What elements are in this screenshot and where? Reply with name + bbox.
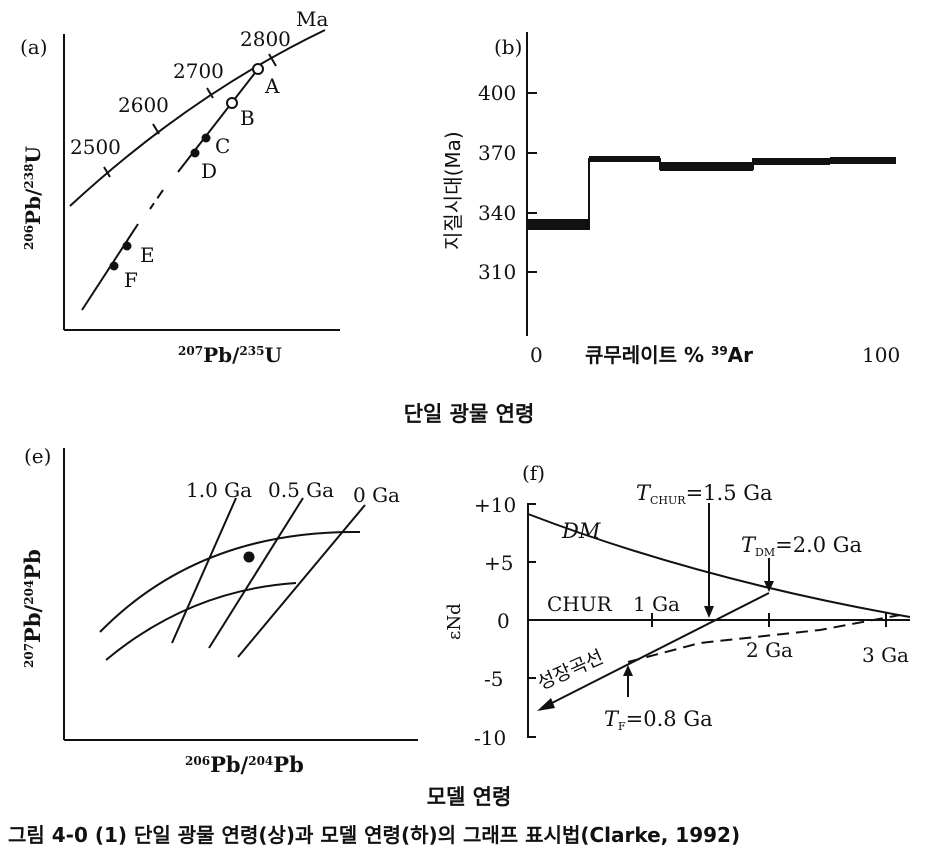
point-b-label: B bbox=[240, 106, 255, 130]
tick-label-2600: 2600 bbox=[118, 93, 169, 117]
isochron-label-0-5: 0.5 Ga bbox=[268, 478, 334, 502]
concordia-ma-label: Ma bbox=[296, 7, 328, 31]
x-tick-label-1ga: 1 Ga bbox=[633, 592, 680, 616]
point-d bbox=[190, 148, 200, 158]
tick-2700 bbox=[206, 87, 214, 99]
panel-b-x-axis-title: 큐무레이트 % 39Ar bbox=[585, 343, 753, 367]
point-a-label: A bbox=[264, 74, 280, 98]
point-f-label: F bbox=[124, 268, 138, 292]
panel-b-x-start: 0 bbox=[530, 343, 543, 367]
panel-b-ytick-label-400: 400 bbox=[478, 81, 516, 105]
discordia-dashed bbox=[149, 189, 164, 210]
panel-e: (e) 1.0 Ga 0.5 Ga 0 Ga 207Pb/204Pb 206Pb… bbox=[20, 444, 418, 777]
growth-curve-lower bbox=[105, 582, 297, 661]
section-top-title: 단일 광물 연령 bbox=[404, 402, 535, 426]
isochron-0-ga bbox=[237, 504, 366, 658]
chur-label: CHUR bbox=[547, 592, 613, 616]
point-e bbox=[122, 241, 132, 251]
panel-e-x-axis-label: 206Pb/204Pb bbox=[185, 752, 304, 777]
point-d-label: D bbox=[201, 159, 217, 183]
panel-e-label: (e) bbox=[24, 444, 51, 468]
point-f bbox=[109, 261, 119, 271]
point-b bbox=[226, 97, 238, 109]
growth-line bbox=[547, 592, 770, 706]
concordia-curve bbox=[69, 29, 326, 207]
point-a bbox=[252, 63, 264, 75]
x-tick-label-3ga: 3 Ga bbox=[862, 643, 909, 667]
panel-b-y-axis-title: 지질시대(Ma) bbox=[441, 131, 465, 250]
tick-2600 bbox=[152, 123, 160, 135]
t-f-arrowhead bbox=[623, 665, 633, 676]
figure-caption: 그림 4-0 (1) 단일 광물 연령(상)과 모델 연령(하)의 그래프 표시… bbox=[8, 823, 740, 847]
panel-f-ytick-label-p5: +5 bbox=[484, 551, 513, 575]
panel-f-label: (f) bbox=[522, 461, 545, 485]
panel-f-ytick-label-0: 0 bbox=[497, 609, 510, 633]
tick-label-2500: 2500 bbox=[70, 135, 121, 159]
spectrum-step-2 bbox=[589, 156, 660, 162]
t-chur-label: TCHUR=1.5 Ga bbox=[636, 481, 773, 507]
panel-f-ytick-label-m10: -10 bbox=[474, 726, 506, 750]
growth-line-arrowhead bbox=[537, 698, 555, 711]
t-chur-arrowhead bbox=[704, 606, 714, 618]
spectrum-step-5 bbox=[830, 157, 896, 164]
tick-label-2700: 2700 bbox=[173, 59, 224, 83]
point-c-label: C bbox=[215, 134, 230, 158]
isochron-label-1-0: 1.0 Ga bbox=[186, 478, 252, 502]
panel-f-y-axis-label: εNd bbox=[444, 603, 465, 640]
panel-a: (a) 2500 2600 2700 2800 Ma A B C D E F bbox=[20, 7, 340, 367]
tick-2500 bbox=[103, 166, 111, 178]
spectrum-step-3 bbox=[660, 162, 753, 171]
point-e-label: E bbox=[140, 243, 155, 267]
panel-b-x-end: 100 bbox=[862, 343, 900, 367]
point-c bbox=[201, 133, 211, 143]
t-f-label: TF=0.8 Ga bbox=[604, 707, 713, 733]
panel-b-label: (b) bbox=[494, 35, 522, 59]
growth-curve-upper bbox=[99, 530, 361, 633]
spectrum-step-4 bbox=[753, 158, 830, 165]
panel-f: (f) +10 +5 0 -5 -10 εNd CHUR 1 Ga 2 Ga 3… bbox=[444, 461, 911, 750]
x-tick-label-2ga: 2 Ga bbox=[746, 638, 793, 662]
panel-f-ytick-label-m5: -5 bbox=[484, 667, 503, 691]
tick-2800 bbox=[268, 53, 277, 67]
spectrum-step-1 bbox=[527, 219, 589, 230]
dashed-evolution-line bbox=[627, 614, 901, 663]
dm-label: DM bbox=[561, 519, 601, 543]
panel-b-ytick-label-310: 310 bbox=[478, 260, 516, 284]
tick-label-2800: 2800 bbox=[240, 27, 291, 51]
panel-b: (b) 400 370 340 310 지질시대(Ma) 0 큐무레이트 % 3… bbox=[441, 32, 900, 367]
panel-a-y-axis-label: 206Pb/238U bbox=[21, 146, 45, 250]
panel-b-ytick-label-340: 340 bbox=[478, 201, 516, 225]
sample-point bbox=[243, 551, 255, 563]
panel-f-ytick-label-p10: +10 bbox=[474, 493, 516, 517]
panel-a-label: (a) bbox=[20, 35, 48, 59]
section-bottom-title: 모델 연령 bbox=[427, 785, 512, 809]
isochron-1-0-ga bbox=[171, 497, 237, 644]
isochron-label-0: 0 Ga bbox=[353, 483, 400, 507]
t-dm-arrowhead bbox=[764, 581, 774, 592]
panel-b-ytick-label-370: 370 bbox=[478, 141, 516, 165]
panel-e-y-axis-label: 207Pb/204Pb bbox=[20, 549, 45, 668]
isochron-0-5-ga bbox=[208, 497, 304, 649]
growth-curve-label: 성장곡선 bbox=[534, 646, 607, 695]
t-dm-label: TDM=2.0 Ga bbox=[741, 533, 862, 559]
panel-a-x-axis-label: 207Pb/235U bbox=[178, 343, 282, 367]
